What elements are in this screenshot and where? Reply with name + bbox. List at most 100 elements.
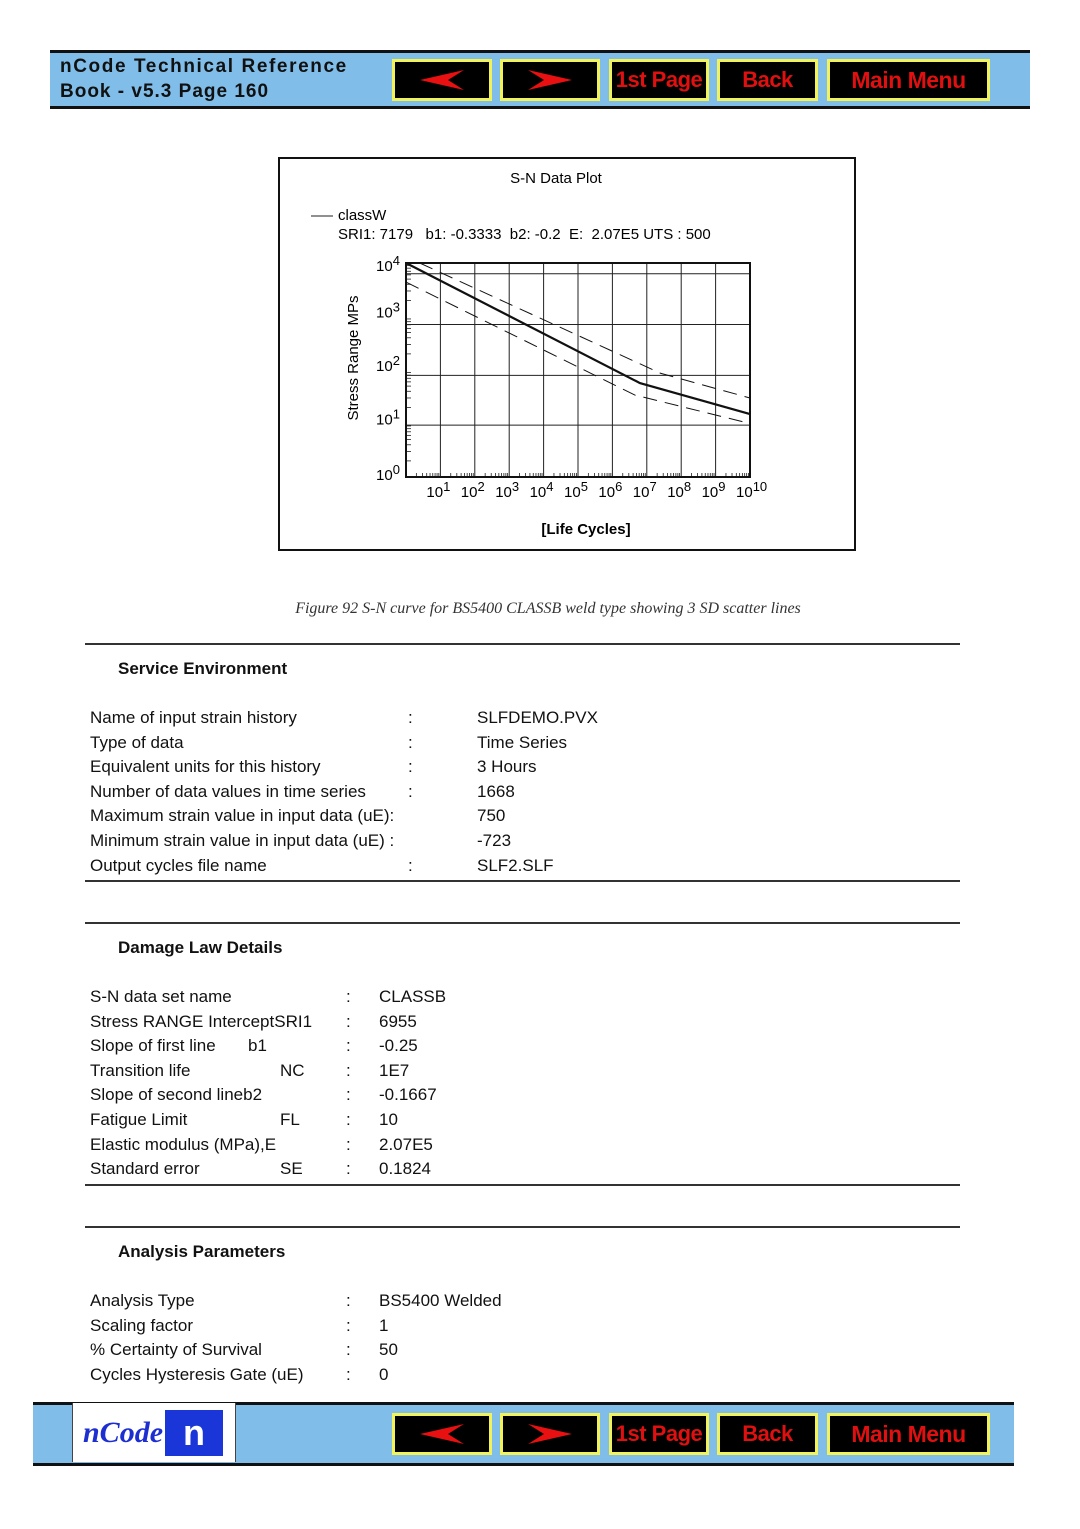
logo-text: nCode <box>83 1415 164 1449</box>
x-axis-label: [Life Cycles] <box>541 521 630 538</box>
row-value: -723 <box>477 831 512 850</box>
row-label: Minimum strain value in input data (uE) … <box>90 831 395 850</box>
chart-params: SRI1: 7179 b1: -0.3333 b2: -0.2 E: 2.07E… <box>338 226 711 243</box>
row-label: Equivalent units for this history <box>90 757 321 777</box>
row-value: BS5400 Welded <box>379 1291 502 1310</box>
row-value: 10 <box>379 1110 398 1129</box>
back-button[interactable]: Back <box>717 1413 818 1455</box>
x-tick-label: 109 <box>702 479 726 501</box>
row-separator: : <box>346 1036 351 1056</box>
logo-mark: n <box>165 1409 224 1456</box>
row-separator: : <box>346 1291 351 1310</box>
sn-chart: S-N Data Plot classW SRI1: 7179 b1: -0.333… <box>311 170 767 538</box>
prev-button[interactable] <box>392 1413 492 1455</box>
ncode-logo: nCode n <box>72 1403 236 1462</box>
row-symbol: SE <box>280 1159 303 1179</box>
analysis-heading: Analysis Parameters <box>118 1242 286 1261</box>
row-label: S-N data set name <box>90 987 232 1006</box>
legend-entry: classW <box>338 207 387 224</box>
main-menu-button[interactable]: Main Menu <box>827 1413 990 1455</box>
row-value: SLFDEMO.PVX <box>477 708 598 727</box>
section-rule <box>85 922 960 924</box>
row-label: % Certainty of Survival <box>90 1340 262 1360</box>
arrow-left-icon <box>420 70 464 90</box>
row-value: 3 Hours <box>477 757 537 777</box>
row-separator: : <box>346 1159 351 1179</box>
y-tick-label: 102 <box>376 353 400 375</box>
row-label: Standard error <box>90 1159 200 1179</box>
row-value: 1E7 <box>379 1060 410 1080</box>
row-label: Fatigue Limit <box>90 1110 188 1129</box>
row-value: 0.1824 <box>379 1159 431 1179</box>
first-page-button-label: 1st Page <box>615 67 703 92</box>
plot-area <box>405 262 751 478</box>
row-label: Number of data values in time series <box>90 781 366 801</box>
row-symbol: FL <box>280 1110 300 1129</box>
row-separator: : <box>346 1060 351 1080</box>
next-button[interactable] <box>500 59 600 101</box>
row-label: Slope of first line <box>90 1036 216 1056</box>
x-tick-label: 105 <box>564 479 588 501</box>
first-page-button[interactable]: 1st Page <box>609 59 709 101</box>
row-label: Stress RANGE InterceptSRI1 <box>90 1011 313 1031</box>
row-value: 1668 <box>477 781 515 801</box>
first-page-button-label: 1st Page <box>615 1421 703 1446</box>
row-label: Name of input strain history <box>90 708 297 727</box>
row-symbol: NC <box>280 1060 305 1080</box>
row-value: SLF2.SLF <box>477 855 554 875</box>
header-title-line1: nCode Technical Reference <box>60 56 348 77</box>
row-label: Output cycles file name <box>90 855 267 875</box>
row-label: Analysis Type <box>90 1291 195 1310</box>
first-page-button[interactable]: 1st Page <box>609 1413 709 1455</box>
arrow-right-icon <box>528 1424 572 1444</box>
x-tick-label: 1010 <box>736 479 767 501</box>
x-tick-label: 102 <box>461 479 485 501</box>
next-button[interactable] <box>500 1413 600 1455</box>
row-value: 0 <box>379 1364 389 1384</box>
x-tick-label: 104 <box>530 479 554 501</box>
row-separator: : <box>346 1340 351 1360</box>
row-separator: : <box>346 1011 351 1031</box>
row-separator: : <box>346 987 351 1006</box>
row-separator: : <box>408 757 413 777</box>
back-button-label: Back <box>742 67 793 92</box>
section-rule <box>85 880 960 882</box>
row-value: CLASSB <box>379 987 447 1006</box>
scatter-line <box>419 262 751 399</box>
row-label: Maximum strain value in input data (uE): <box>90 806 395 826</box>
row-separator: : <box>408 708 413 727</box>
main-menu-button-label: Main Menu <box>851 1420 966 1447</box>
scatter-line <box>405 281 751 424</box>
header-title-line2: Book - v5.3 Page 160 <box>60 81 270 102</box>
row-label: Scaling factor <box>90 1315 193 1335</box>
x-tick-label: 108 <box>667 479 691 501</box>
row-label: Transition life <box>90 1060 191 1080</box>
damage-heading: Damage Law Details <box>118 938 283 957</box>
figure-caption: Figure 92 S-N curve for BS5400 CLASSB we… <box>295 600 801 617</box>
row-value: 50 <box>379 1340 398 1360</box>
row-separator: : <box>346 1134 351 1154</box>
section-rule <box>85 643 960 645</box>
chart-title: S-N Data Plot <box>510 170 603 187</box>
row-separator: : <box>346 1364 351 1384</box>
back-button[interactable]: Back <box>717 59 818 101</box>
arrow-right-icon <box>528 70 572 90</box>
row-separator: : <box>346 1315 351 1335</box>
row-label: Elastic modulus (MPa),E <box>90 1134 277 1154</box>
x-tick-label: 101 <box>426 479 450 501</box>
section-rule <box>85 1184 960 1186</box>
prev-button[interactable] <box>392 59 492 101</box>
row-label: Slope of second lineb2 <box>90 1085 263 1105</box>
row-value: 750 <box>477 806 506 826</box>
y-tick-label: 104 <box>376 253 400 275</box>
x-tick-label: 103 <box>495 479 519 501</box>
row-separator: : <box>408 732 413 752</box>
main-menu-button[interactable]: Main Menu <box>827 59 990 101</box>
row-separator: : <box>346 1110 351 1129</box>
figure-frame <box>278 157 856 551</box>
row-label: Cycles Hysteresis Gate (uE) <box>90 1364 304 1384</box>
y-axis-label: Stress Range MPs <box>345 295 362 420</box>
sn-curve <box>405 262 751 416</box>
x-tick-label: 106 <box>598 479 622 501</box>
row-label: Type of data <box>90 732 184 752</box>
